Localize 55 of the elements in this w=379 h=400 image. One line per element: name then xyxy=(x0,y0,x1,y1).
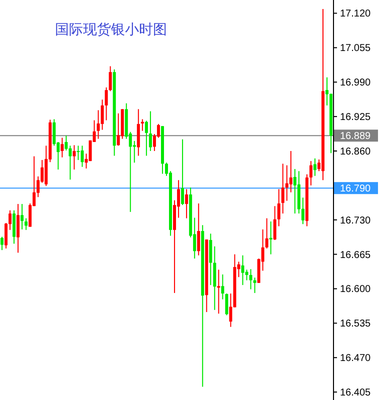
y-tick-label: 16.860 xyxy=(340,146,372,158)
candlestick xyxy=(16,203,20,254)
candlestick xyxy=(289,150,292,193)
candlestick xyxy=(221,274,224,300)
candlestick xyxy=(144,120,148,156)
candlestick xyxy=(209,233,212,286)
candlestick xyxy=(281,163,284,214)
y-tick-label: 16.535 xyxy=(340,318,372,330)
candlestick xyxy=(277,188,280,227)
y-tick-label: 16.990 xyxy=(340,78,372,89)
candlestick xyxy=(76,145,80,160)
candlestick xyxy=(309,160,312,186)
candlestick xyxy=(197,202,200,256)
candlestick xyxy=(116,112,120,146)
candlestick xyxy=(249,268,252,290)
candlestick xyxy=(313,158,316,176)
y-tick-label: 16.470 xyxy=(340,353,372,364)
candlestick xyxy=(217,269,220,314)
y-tick-label: 17.055 xyxy=(340,43,372,54)
candlestick xyxy=(68,145,72,180)
candlestick xyxy=(293,168,296,214)
candlestick xyxy=(285,164,288,202)
candlestick xyxy=(72,144,76,170)
candlestick xyxy=(20,203,24,230)
y-tick-label: 17.120 xyxy=(340,8,372,20)
candlestick xyxy=(245,269,248,281)
candlestick xyxy=(181,138,184,206)
y-tick-label: 16.665 xyxy=(340,250,372,261)
candlestick xyxy=(269,220,272,255)
y-tick-label: 16.600 xyxy=(340,284,372,296)
y-tick-label: 16.405 xyxy=(340,388,372,399)
candlestick xyxy=(24,218,28,230)
candlestick xyxy=(136,108,140,156)
candlestick xyxy=(100,99,104,130)
candlestick xyxy=(12,210,16,244)
candlestick xyxy=(273,206,276,240)
candlestick xyxy=(253,277,256,294)
y-tick-label: 16.925 xyxy=(340,112,372,124)
candlestick xyxy=(265,218,268,249)
candlestick xyxy=(60,137,64,158)
candlestick xyxy=(213,246,216,310)
candlestick xyxy=(241,254,244,286)
candlestick xyxy=(148,110,152,152)
candlestick xyxy=(104,86,108,121)
candlestick xyxy=(80,145,84,168)
candlestick xyxy=(225,293,228,316)
candlestick xyxy=(185,188,188,219)
candlestick xyxy=(0,236,4,251)
candlestick xyxy=(96,110,100,140)
candlestick xyxy=(140,118,144,132)
text: 国际现货银小时图 xyxy=(55,21,167,37)
y-tick-label: 16.730 xyxy=(340,215,372,226)
ref-line-label: 16.790 xyxy=(340,184,372,195)
ref-line-label: 16.889 xyxy=(340,131,372,142)
candlestick xyxy=(108,66,112,92)
